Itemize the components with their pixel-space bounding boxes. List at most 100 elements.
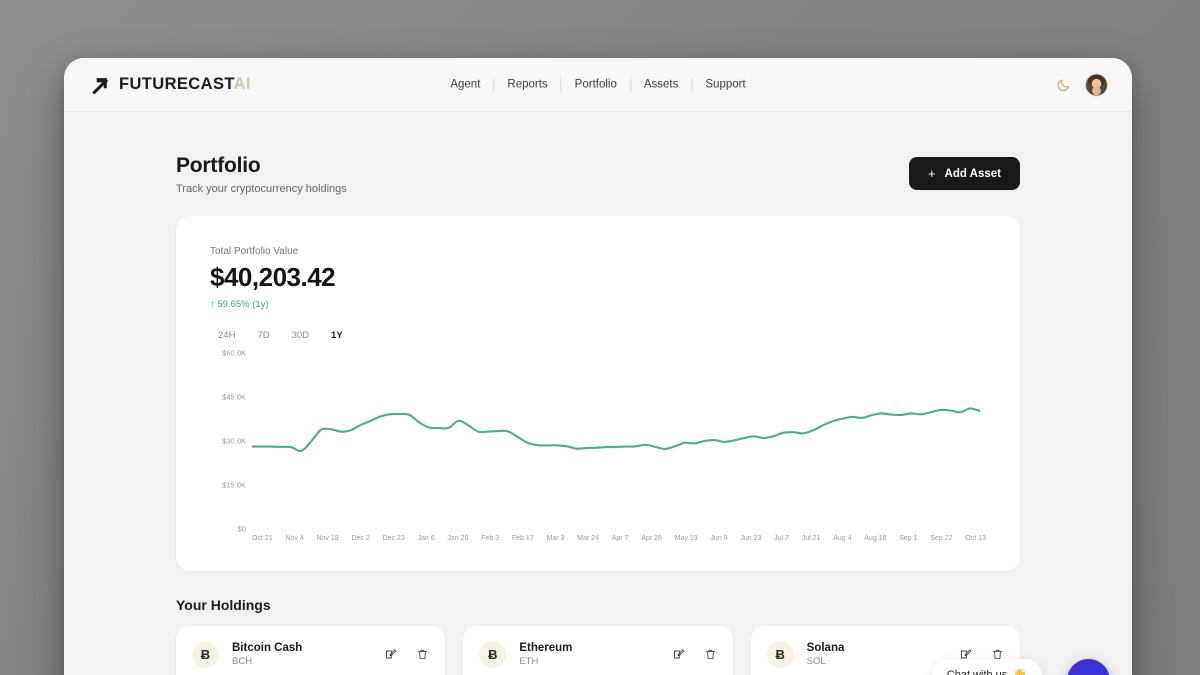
x-axis-tick: Aug 4 xyxy=(833,535,852,542)
plus-icon: + xyxy=(927,166,936,181)
page-subtitle: Track your cryptocurrency holdings xyxy=(176,183,347,195)
brand-logo[interactable]: FUTURECASTAI xyxy=(88,74,251,96)
coin-icon: Ƀ xyxy=(766,641,794,668)
arrow-up-right-icon xyxy=(92,77,109,95)
holding-actions xyxy=(384,648,429,661)
page-body: Portfolio Track your cryptocurrency hold… xyxy=(64,112,1132,675)
coin-icon: Ƀ xyxy=(192,641,219,668)
x-axis-tick: Oct 13 xyxy=(965,535,986,542)
page-title: Portfolio xyxy=(176,154,261,177)
nav-divider xyxy=(629,78,631,91)
y-axis-tick: $15.0K xyxy=(222,480,246,490)
x-axis-tick: Feb 17 xyxy=(511,535,534,542)
x-axis-tick: Sep 1 xyxy=(899,535,918,542)
y-axis-tick: $45.0K xyxy=(222,392,246,402)
y-axis-tick: $0 xyxy=(237,524,246,534)
coin-meta: Bitcoin Cash BCH xyxy=(232,642,384,667)
chart-plot-area: $60.0K $45.0K $30.0K $15.0K $0 xyxy=(222,349,980,534)
coin-name: Bitcoin Cash xyxy=(232,642,303,654)
trash-icon[interactable] xyxy=(704,648,717,661)
chat-with-us-pill[interactable]: Chat with us 👋 xyxy=(931,659,1042,675)
avatar[interactable] xyxy=(1085,73,1108,96)
holding-header: Ƀ Solana SOL xyxy=(766,641,1004,668)
nav-item-agent[interactable]: Agent xyxy=(450,78,481,91)
edit-icon[interactable] xyxy=(672,648,685,661)
coin-name: Ethereum xyxy=(519,642,573,654)
coin-icon: Ƀ xyxy=(479,641,507,668)
total-value-delta: ↑ 59.65% (1y) xyxy=(210,299,269,310)
chat-fab-button[interactable] xyxy=(1067,659,1110,675)
holding-card[interactable]: ɃEthereumETHAI Score:-4(Slightly Bearish… xyxy=(463,626,733,675)
x-axis-tick: Oct 21 xyxy=(252,535,273,542)
chat-pill-label: Chat with us xyxy=(946,668,1008,675)
total-value-label: Total Portfolio Value xyxy=(210,246,299,257)
x-axis-tick: Dec 23 xyxy=(382,535,405,542)
coin-symbol: ETH xyxy=(519,656,539,667)
x-axis-tick: Feb 3 xyxy=(481,535,500,542)
coin-name: Solana xyxy=(806,642,845,654)
edit-icon[interactable] xyxy=(959,648,972,661)
nav-item-reports[interactable]: Reports xyxy=(507,78,548,91)
x-axis-tick: Jun 23 xyxy=(740,535,762,542)
x-axis-tick: Aug 18 xyxy=(864,535,887,542)
x-axis-tick: Nov 4 xyxy=(285,535,304,542)
coin-meta: Ethereum ETH xyxy=(519,642,671,667)
page-header: Portfolio Track your cryptocurrency hold… xyxy=(176,112,1020,195)
x-axis-tick: Apr 28 xyxy=(641,535,662,542)
trash-icon[interactable] xyxy=(416,648,429,661)
browser-window: FUTURECASTAI Agent Reports Portfolio Ass… xyxy=(64,58,1132,675)
range-24h[interactable]: 24H xyxy=(218,330,236,341)
main-nav: Agent Reports Portfolio Assets Support xyxy=(437,78,758,91)
holding-header: Ƀ Ethereum ETH xyxy=(479,641,716,668)
nav-divider xyxy=(691,78,693,91)
nav-item-support[interactable]: Support xyxy=(705,78,746,91)
x-axis-tick: Sep 22 xyxy=(930,535,953,542)
x-axis-labels: Oct 21 Nov 4 Nov 18 Dec 2 Dec 23 Jan 6 Jan 20 F… xyxy=(252,535,986,542)
top-bar-actions xyxy=(1056,73,1108,96)
x-axis-tick: Mar 24 xyxy=(577,535,599,542)
brand-name: FUTURECASTAI xyxy=(119,76,251,93)
x-axis-tick: Nov 18 xyxy=(316,535,339,542)
x-axis-tick: Jul 7 xyxy=(774,535,789,542)
time-range-selector: 24H 7D 30D 1Y xyxy=(210,326,986,345)
add-asset-button[interactable]: + Add Asset xyxy=(908,157,1020,190)
nav-item-assets[interactable]: Assets xyxy=(643,78,679,91)
content-container: Portfolio Track your cryptocurrency hold… xyxy=(64,112,1132,675)
nav-item-portfolio[interactable]: Portfolio xyxy=(574,78,617,91)
y-axis-tick: $60.0K xyxy=(222,348,246,358)
holding-actions xyxy=(672,648,717,661)
trash-icon[interactable] xyxy=(991,648,1004,661)
x-axis-tick: May 19 xyxy=(674,535,698,542)
brand-name-main: FUTURECAST xyxy=(119,75,234,94)
holdings-heading: Your Holdings xyxy=(176,597,271,613)
coin-meta: Solana SOL xyxy=(807,642,959,667)
brand-name-suffix: AI xyxy=(233,75,251,94)
x-axis-tick: Apr 7 xyxy=(611,535,629,542)
holding-header: Ƀ Bitcoin Cash BCH xyxy=(192,641,429,668)
range-7d[interactable]: 7D xyxy=(257,330,270,341)
add-asset-label: Add Asset xyxy=(944,167,1001,180)
nav-divider xyxy=(560,78,562,91)
coin-symbol: BCH xyxy=(232,656,253,667)
total-value-amount: $40,203.42 xyxy=(210,262,336,292)
holding-actions xyxy=(959,648,1004,661)
waving-hand-icon: 👋 xyxy=(1013,669,1027,675)
x-axis-tick: Jan 6 xyxy=(417,535,435,542)
page-heading-group: Portfolio Track your cryptocurrency hold… xyxy=(176,154,347,195)
x-axis-tick: Dec 2 xyxy=(351,535,370,542)
chart-line-svg xyxy=(252,353,980,529)
range-1y[interactable]: 1Y xyxy=(331,330,343,341)
moon-icon[interactable] xyxy=(1056,77,1071,92)
coin-symbol: SOL xyxy=(806,656,826,667)
nav-divider xyxy=(493,78,495,91)
x-axis-tick: Jan 20 xyxy=(447,535,469,542)
top-navigation-bar: FUTURECASTAI Agent Reports Portfolio Ass… xyxy=(64,58,1132,112)
range-30d[interactable]: 30D xyxy=(291,330,310,341)
x-axis-tick: Jun 9 xyxy=(710,535,728,542)
x-axis-tick: Jul 21 xyxy=(801,535,821,542)
edit-icon[interactable] xyxy=(384,648,397,661)
portfolio-chart-card: Total Portfolio Value $40,203.42 ↑ 59.65… xyxy=(176,216,1020,571)
